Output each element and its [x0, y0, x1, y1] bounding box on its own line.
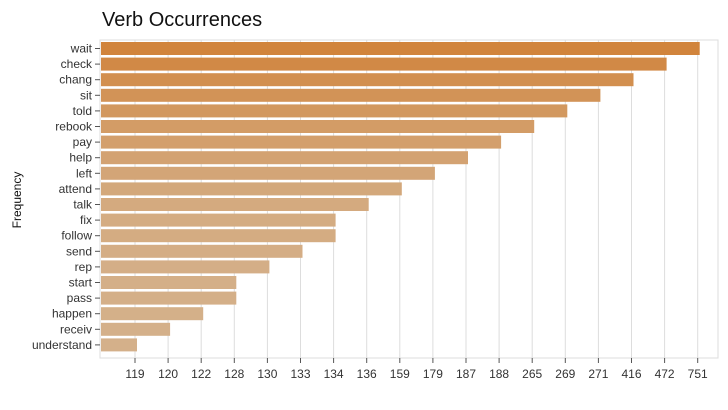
- x-tick-labels: 119 120 122 128 130 133 134 136 159 179 187 188 265 2…: [125, 358, 708, 381]
- bar-left: [101, 166, 435, 180]
- y-tick-label: check: [61, 57, 93, 71]
- bar-told: [101, 104, 568, 118]
- bar-wait: [101, 42, 700, 55]
- bar-start: [101, 276, 237, 289]
- y-tick-label: pass: [67, 291, 92, 305]
- bar-help: [101, 151, 468, 165]
- y-tick-label: pay: [73, 135, 92, 149]
- bar-sit: [101, 88, 601, 102]
- y-tick-label: rep: [75, 260, 93, 274]
- x-tick-label: 179: [423, 367, 443, 381]
- y-tick-label: told: [73, 104, 92, 118]
- y-tick-label: start: [69, 276, 93, 290]
- bars: [101, 42, 700, 352]
- y-tick-label: left: [76, 166, 93, 180]
- y-tick-label: chang: [59, 73, 92, 87]
- bar-attend: [101, 182, 402, 196]
- x-tick-label: 159: [390, 367, 410, 381]
- y-tick-label: help: [69, 151, 92, 165]
- x-tick-label: 122: [191, 367, 211, 381]
- x-tick-label: 187: [456, 367, 476, 381]
- y-tick-label: follow: [61, 229, 92, 243]
- x-tick-label: 271: [588, 367, 608, 381]
- y-axis-title: Frequency: [10, 172, 24, 229]
- y-tick-label: wait: [70, 42, 93, 56]
- bar-send: [101, 244, 303, 258]
- x-tick-label: 134: [324, 367, 344, 381]
- bar-follow: [101, 229, 336, 243]
- y-tick-label: talk: [73, 198, 93, 212]
- bar-receiv: [101, 322, 171, 336]
- x-tick-label: 130: [257, 367, 277, 381]
- x-tick-label: 751: [688, 367, 708, 381]
- x-tick-label: 119: [125, 367, 144, 381]
- bar-rep: [101, 260, 270, 274]
- y-tick-label: understand: [32, 338, 92, 352]
- bar-fix: [101, 213, 336, 227]
- bar-chang: [101, 73, 634, 87]
- chart-title: Verb Occurrences: [102, 9, 262, 31]
- x-tick-label: 265: [522, 367, 542, 381]
- x-tick-label: 188: [489, 367, 509, 381]
- y-tick-label: rebook: [55, 120, 93, 134]
- bar-rebook: [101, 120, 535, 133]
- y-tick-label: fix: [80, 213, 92, 227]
- bar-pass: [101, 291, 237, 305]
- bar-pay: [101, 135, 502, 149]
- x-tick-label: 136: [357, 367, 377, 381]
- y-tick-label: sit: [80, 88, 93, 102]
- x-tick-label: 269: [555, 367, 575, 381]
- bar-talk: [101, 198, 369, 211]
- y-tick-label: receiv: [60, 322, 92, 336]
- y-tick-label: attend: [59, 182, 92, 196]
- bar-check: [101, 57, 667, 71]
- x-tick-label: 472: [655, 367, 675, 381]
- x-tick-label: 416: [621, 367, 641, 381]
- x-tick-label: 133: [290, 367, 310, 381]
- y-tick-label: send: [66, 244, 92, 258]
- bar-understand: [101, 338, 137, 352]
- y-tick-label: happen: [52, 307, 92, 321]
- bar-happen: [101, 307, 204, 321]
- x-tick-label: 128: [224, 367, 244, 381]
- x-tick-label: 120: [158, 367, 178, 381]
